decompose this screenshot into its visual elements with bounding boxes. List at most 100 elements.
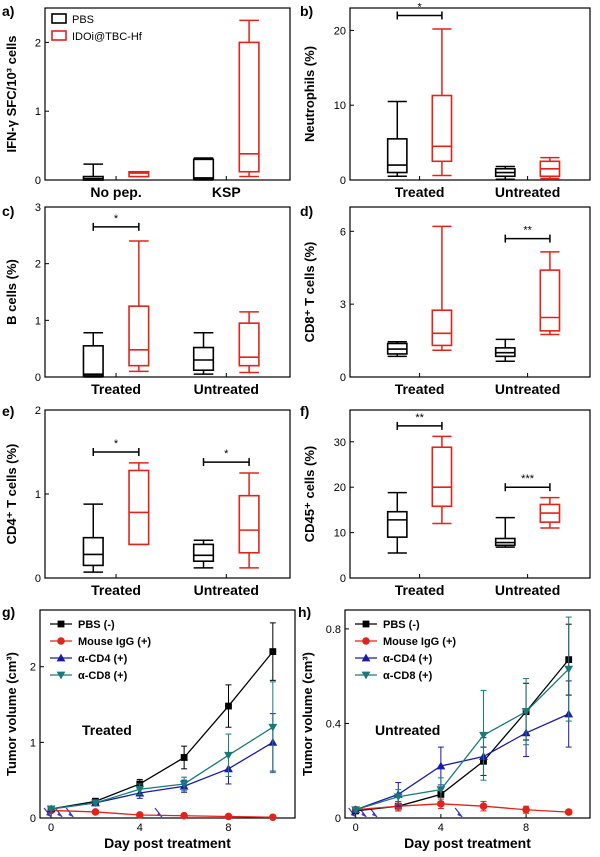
box-idoi-tbc-hf-0: [431, 28, 453, 177]
series-cd4: [351, 680, 574, 814]
y-tick-label: 20: [334, 482, 346, 494]
x-tick-label: 4: [438, 822, 444, 834]
treatment-arrow-head: [457, 812, 463, 817]
category-label: Treated: [91, 381, 141, 397]
series-line: [50, 741, 274, 810]
panel-label: f): [300, 403, 309, 419]
panel-annotation: Untreated: [375, 722, 440, 738]
data-point: [521, 708, 531, 717]
plot-frame: [344, 609, 591, 819]
y-axis-label: CD8⁺ T cells (%): [302, 242, 317, 343]
y-tick-label: 6: [340, 226, 346, 238]
panel-d: d) 0 3 6 CD8⁺ T cells (%) Treated Untreated **: [300, 203, 591, 397]
y-tick-label: 20: [334, 25, 346, 37]
box-iqr: [386, 510, 408, 538]
series-line: [50, 726, 274, 810]
box-idoi-tbc-hf-0: [431, 435, 453, 525]
y-tick-label: 0.4: [326, 718, 341, 730]
box-iqr: [82, 345, 104, 377]
box-iqr: [128, 469, 150, 546]
y-axis-label: Tumor volume (cm³): [300, 652, 315, 776]
series-pbs: [47, 622, 277, 813]
y-tick-label: 1: [35, 315, 41, 327]
y-tick-label: 2: [35, 37, 41, 49]
legend: PBS IDOi@TBC-Hf: [51, 13, 143, 43]
data-point: [135, 785, 145, 794]
legend-marker: [57, 620, 65, 628]
significance-label: **: [523, 225, 532, 237]
significance-label: *: [114, 438, 119, 450]
box-idoi-tbc-hf-0: [431, 225, 453, 352]
y-tick-label: 2: [30, 662, 36, 674]
panel-a: a) 0 1 2 IFN-γ SFC/10³ cells No pep. KSP PBS IDO…: [2, 3, 291, 200]
data-point: [564, 665, 574, 674]
box-iqr: [431, 94, 453, 163]
plot-frame: [349, 7, 591, 181]
category-label: Treated: [395, 184, 445, 200]
box-idoi-tbc-hf-1: [539, 251, 561, 336]
y-tick-label: 0: [340, 573, 346, 585]
y-axis-label: IFN-γ SFC/10³ cells: [4, 35, 19, 152]
y-tick-label: 10: [334, 528, 346, 540]
legend-marker: [362, 637, 370, 645]
treatment-arrow-head: [371, 812, 377, 817]
y-axis-label: Neutrophils (%): [302, 46, 317, 142]
x-axis-label: Day post treatment: [404, 835, 531, 851]
y-tick-label: 1: [30, 737, 36, 749]
box-idoi-tbc-hf-1: [238, 19, 260, 178]
treatment-arrow-head: [57, 812, 63, 817]
legend-entry: α-CD4 (+): [383, 653, 433, 665]
category-label: Treated: [91, 582, 141, 598]
box-pbs-1: [192, 332, 215, 375]
legend-marker: [56, 671, 66, 680]
box-iqr: [238, 41, 260, 173]
data-point: [179, 780, 189, 789]
box-pbs-0: [82, 332, 104, 378]
box-pbs-1: [192, 539, 215, 569]
legend-swatch: [51, 30, 67, 41]
y-tick-label: 2: [35, 405, 41, 417]
box-pbs-0: [386, 491, 408, 554]
data-point: [269, 648, 277, 655]
data-point: [91, 808, 100, 816]
box-iqr: [431, 446, 453, 508]
box-pbs-1: [494, 338, 516, 362]
panel-f: f) 0 10 20 30 CD45⁺ cells (%) Treated Untreated…: [300, 403, 591, 598]
legend: PBS (-) Mouse IgG (+) α-CD4 (+) α-CD8 (+): [355, 619, 456, 682]
data-point: [351, 806, 361, 815]
significance-label: *: [114, 213, 119, 225]
category-label: Untreated: [495, 381, 560, 397]
data-point: [564, 808, 573, 816]
series-line: [355, 668, 570, 811]
plot-frame: [44, 7, 291, 181]
category-label: Untreated: [495, 184, 560, 200]
data-point: [91, 799, 100, 808]
box-idoi-tbc-hf-1: [238, 472, 260, 569]
y-tick-label: 0: [335, 813, 341, 825]
x-axis-label: Day post treatment: [104, 835, 231, 851]
box-idoi-tbc-hf-0: [128, 462, 150, 546]
legend-entry: α-CD8 (+): [78, 670, 128, 682]
treatment-arrow-head: [350, 812, 356, 817]
box-pbs-0: [82, 503, 104, 573]
category-label: Untreated: [194, 381, 259, 397]
data-point: [268, 723, 278, 732]
series-mouse-igg: [47, 806, 277, 822]
y-tick-label: 30: [334, 437, 346, 449]
data-point: [522, 805, 530, 814]
box-pbs-0: [82, 163, 104, 181]
y-tick-label: 0: [340, 175, 346, 187]
data-point: [479, 802, 488, 810]
panel-annotation: Treated: [82, 722, 132, 738]
panel-b: b) 0 10 20 Neutrophils (%) Treated Untreated *: [300, 1, 591, 200]
significance-label: *: [417, 1, 422, 13]
box-iqr: [386, 138, 408, 174]
box-iqr: [82, 536, 104, 567]
box-idoi-tbc-hf-0: [128, 240, 150, 373]
category-label: Treated: [395, 582, 445, 598]
legend-entry: PBS (-): [78, 619, 115, 631]
legend-entry: PBS (-): [383, 619, 420, 631]
data-point: [224, 812, 233, 821]
